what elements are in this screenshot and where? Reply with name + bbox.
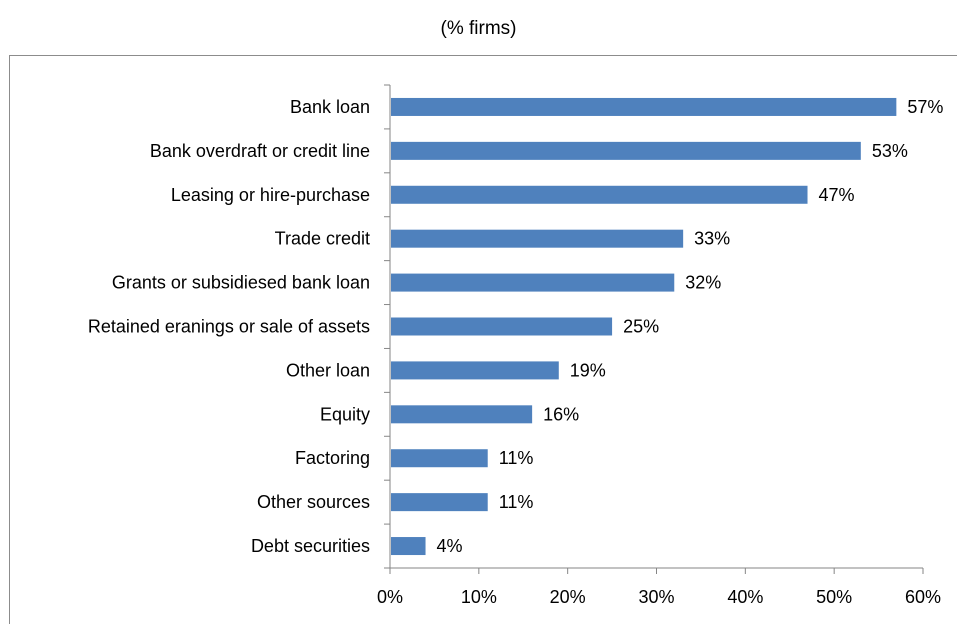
category-label: Other sources [257,492,370,512]
data-label: 53% [872,141,908,161]
data-label: 25% [623,317,659,337]
bar [391,493,488,512]
x-tick-label: 50% [816,587,852,607]
data-label: 33% [694,229,730,249]
category-label: Factoring [295,448,370,468]
bar [391,141,861,160]
category-label: Equity [320,404,370,424]
category-label: Retained eranings or sale of assets [88,317,370,337]
x-tick-label: 40% [727,587,763,607]
category-label: Leasing or hire-purchase [171,185,370,205]
category-label: Bank overdraft or credit line [150,141,370,161]
data-label: 16% [543,404,579,424]
bar [391,361,559,380]
chart-subtitle: (% firms) [440,18,517,39]
x-tick-label: 0% [377,587,403,607]
category-label: Grants or subsidiesed bank loan [112,273,370,293]
bar [391,405,533,424]
x-tick-label: 60% [905,587,941,607]
category-label: Other loan [286,360,370,380]
bar [391,449,488,468]
bar [391,537,426,556]
category-label: Debt securities [251,536,370,556]
data-label: 11% [499,448,534,468]
data-label: 32% [685,273,721,293]
data-label: 19% [570,360,606,380]
data-label: 57% [907,97,943,117]
bar [391,229,684,248]
data-label: 4% [437,536,463,556]
bar [391,97,897,116]
category-label: Bank loan [290,97,370,117]
data-label: 47% [819,185,855,205]
chart-frame [9,55,957,624]
data-label: 11% [499,492,534,512]
bar [391,273,675,292]
bar [391,317,613,336]
category-label: Trade credit [275,229,370,249]
x-tick-label: 10% [461,587,497,607]
x-tick-label: 30% [638,587,674,607]
bar [391,185,808,204]
x-tick-label: 20% [550,587,586,607]
